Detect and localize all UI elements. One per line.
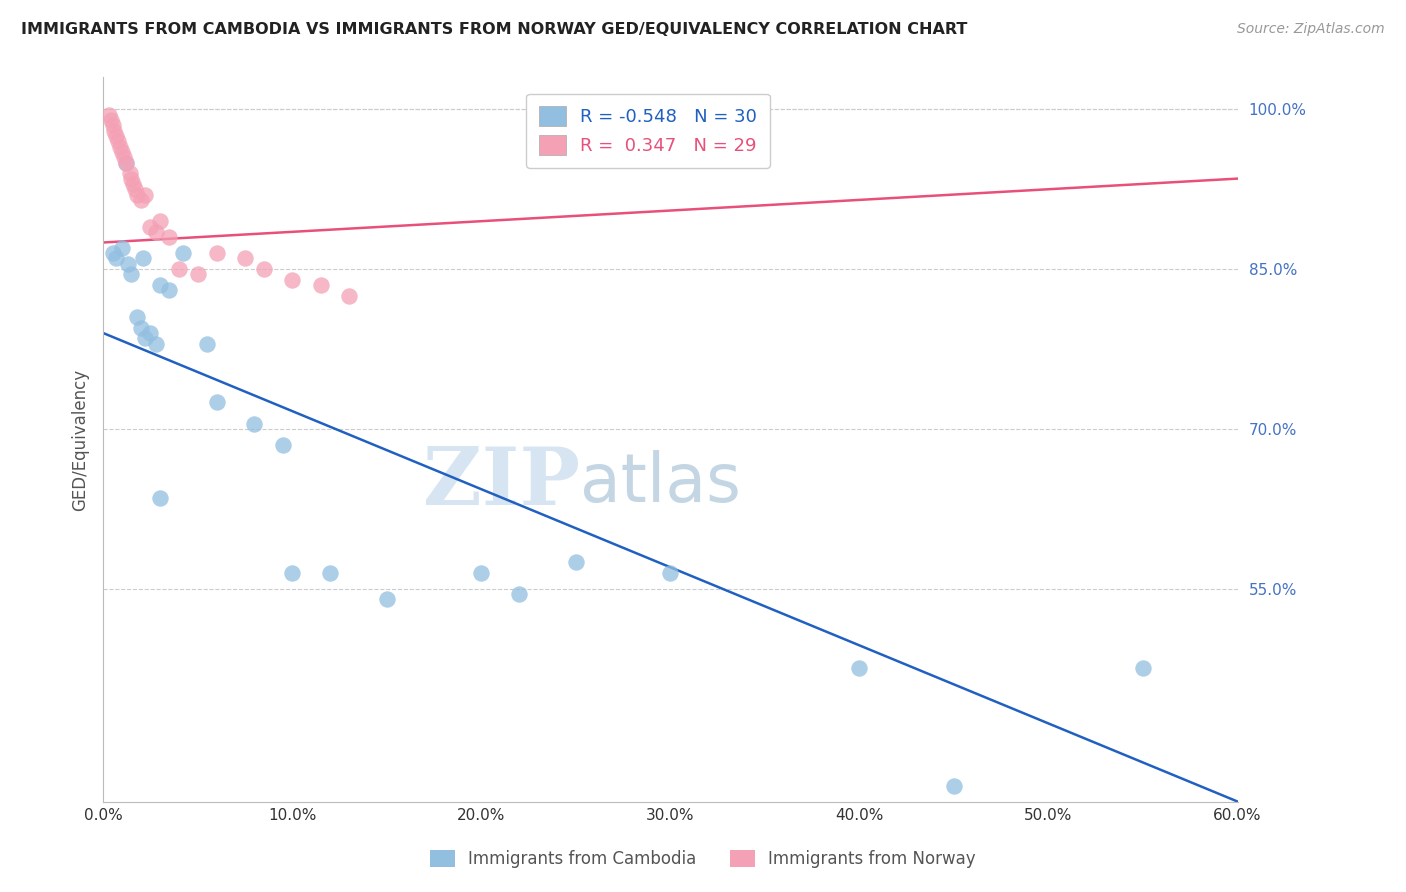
Point (121, 268, 143, 282)
Point (132, 252, 155, 266)
Point (659, 566, 682, 580)
Point (508, 587, 530, 601)
Point (129, 320, 152, 334)
Point (243, 417, 266, 431)
Text: ZIP: ZIP (423, 444, 579, 522)
Point (149, 491, 172, 505)
Point (127, 310, 149, 324)
Point (271, 438, 294, 452)
Text: atlas: atlas (579, 450, 741, 516)
Legend: R = -0.548   N = 30, R =  0.347   N = 29: R = -0.548 N = 30, R = 0.347 N = 29 (526, 94, 770, 168)
Point (565, 555, 588, 569)
Legend: Immigrants from Cambodia, Immigrants from Norway: Immigrants from Cambodia, Immigrants fro… (423, 843, 983, 875)
Point (111, 241, 134, 255)
Point (205, 246, 228, 260)
Point (100, 113, 122, 128)
Point (111, 145, 134, 159)
Point (848, 661, 870, 675)
Point (195, 336, 218, 351)
Point (187, 268, 209, 282)
Point (1132, 661, 1154, 675)
Point (103, 124, 125, 138)
Point (114, 155, 136, 169)
Point (117, 257, 139, 271)
Point (205, 395, 228, 409)
Point (942, 779, 965, 793)
Point (114, 155, 136, 169)
Point (101, 246, 124, 260)
Point (337, 289, 360, 303)
Text: IMMIGRANTS FROM CAMBODIA VS IMMIGRANTS FROM NORWAY GED/EQUIVALENCY CORRELATION C: IMMIGRANTS FROM CAMBODIA VS IMMIGRANTS F… (21, 22, 967, 37)
Point (121, 171, 143, 186)
Point (157, 230, 180, 244)
Point (233, 252, 256, 266)
Point (105, 128, 128, 143)
Point (145, 336, 167, 351)
Point (97, 108, 120, 122)
Point (157, 284, 180, 298)
Point (149, 278, 172, 293)
Point (172, 246, 194, 260)
Point (375, 592, 398, 607)
Point (319, 566, 342, 580)
Y-axis label: GED/Equivalency: GED/Equivalency (72, 368, 89, 510)
Point (118, 166, 141, 180)
Point (139, 326, 162, 340)
Point (281, 273, 304, 287)
Point (281, 566, 304, 580)
Point (101, 119, 124, 133)
Point (139, 219, 162, 234)
Point (134, 331, 156, 345)
Point (129, 193, 152, 207)
Point (124, 182, 146, 196)
Text: Source: ZipAtlas.com: Source: ZipAtlas.com (1237, 22, 1385, 37)
Point (253, 262, 276, 277)
Point (105, 252, 128, 266)
Point (108, 139, 131, 153)
Point (127, 187, 149, 202)
Point (112, 150, 135, 164)
Point (167, 262, 190, 277)
Point (309, 278, 332, 293)
Point (145, 225, 167, 239)
Point (122, 177, 145, 191)
Point (134, 187, 156, 202)
Point (470, 566, 492, 580)
Point (149, 214, 172, 228)
Point (107, 134, 129, 148)
